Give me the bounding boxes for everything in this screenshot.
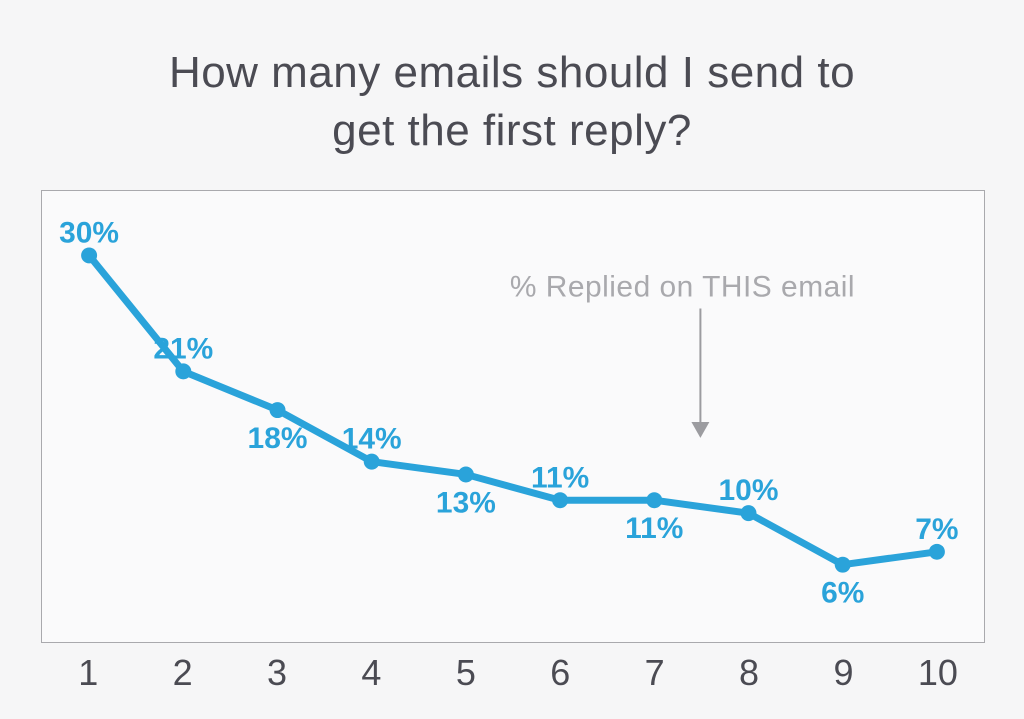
trend-line (85, 251, 941, 569)
data-point (646, 492, 663, 509)
x-axis-tick-label: 2 (172, 652, 193, 693)
data-point (457, 466, 474, 483)
data-point (834, 556, 851, 573)
chart-title-line-2: get the first reply? (332, 106, 692, 155)
data-point (928, 543, 945, 560)
line-chart: % Replied on THIS email 30% 21% 18% 14% 13% 11… (59, 217, 958, 610)
data-label: 10% (719, 474, 779, 507)
x-axis: 1 2 3 4 5 6 7 8 9 10 (41, 652, 985, 694)
data-label: 21% (153, 332, 213, 365)
x-axis-tick-label: 4 (361, 652, 382, 693)
chart-title-line-1: How many emails should I send to (168, 48, 856, 97)
data-label: 18% (248, 422, 308, 455)
data-label: 14% (342, 423, 402, 456)
data-point (175, 363, 192, 380)
data-point (81, 247, 98, 264)
x-axis-tick-label: 3 (267, 652, 288, 693)
data-point (269, 402, 286, 419)
x-axis-tick-label: 9 (833, 652, 854, 693)
x-axis-tick-label: 8 (739, 652, 760, 693)
annotation-label: % Replied on THIS email (510, 271, 855, 304)
plot-area: % Replied on THIS email 30% 21% 18% 14% 13% 11… (41, 190, 985, 643)
data-point (740, 505, 757, 522)
x-axis-tick-label: 10 (917, 652, 958, 693)
down-arrow-icon (691, 421, 710, 438)
data-label: 30% (59, 217, 119, 250)
x-axis-tick-label: 1 (78, 652, 99, 693)
x-axis-tick-label: 7 (644, 652, 665, 693)
data-label: 11% (531, 461, 589, 494)
data-point (363, 453, 380, 470)
x-axis-tick-label: 6 (550, 652, 571, 693)
data-label: 13% (436, 486, 496, 519)
data-point (552, 492, 569, 509)
x-axis-tick-label: 5 (455, 652, 476, 693)
chart-title: How many emails should I send to get the… (0, 44, 1024, 160)
data-label: 6% (821, 577, 864, 610)
data-label: 7% (915, 513, 958, 546)
data-label: 11% (625, 512, 683, 545)
